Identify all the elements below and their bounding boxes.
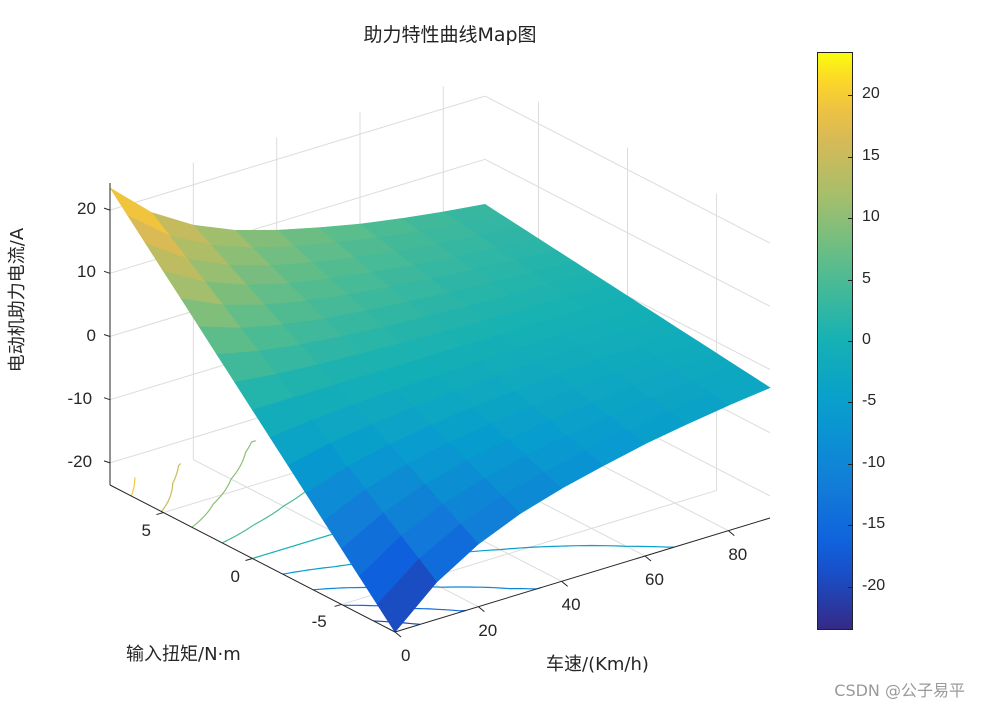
y-tick-label: 5 <box>141 520 151 540</box>
colorbar-tick-mark <box>848 95 853 97</box>
colorbar-tick-label: 20 <box>862 85 880 103</box>
colorbar-tick-mark <box>848 586 853 588</box>
colorbar-tick-label: -20 <box>862 576 886 594</box>
x-tick-label: 40 <box>561 595 581 615</box>
x-tick-label: 60 <box>645 570 664 589</box>
y-tick-label: -5 <box>311 612 327 632</box>
colorbar-tick-label: -15 <box>862 515 886 533</box>
y-axis-label: 输入扭矩/N·m <box>126 644 241 665</box>
colorbar-tick-label: 10 <box>862 208 880 226</box>
colorbar-tick-label: -5 <box>862 392 877 410</box>
z-axis-label: 电动机助力电流/A <box>7 227 28 373</box>
colorbar-tick-mark <box>848 156 853 158</box>
z-tick-label: -20 <box>67 451 93 471</box>
chart-title: 助力特性曲线Map图 <box>363 24 537 46</box>
x-tick-label: 0 <box>401 646 411 665</box>
z-tick-label: -10 <box>67 388 93 408</box>
x-tick-label: 20 <box>478 620 498 640</box>
colorbar <box>817 52 853 630</box>
x-tick-label: 80 <box>728 544 748 564</box>
colorbar-tick-mark <box>848 463 853 465</box>
z-tick-label: 20 <box>77 199 96 219</box>
colorbar-tick-mark <box>848 279 853 281</box>
colorbar-tick-label: -10 <box>862 453 886 471</box>
colorbar-tick-mark <box>848 341 853 342</box>
x-axis-label: 车速/(Km/h) <box>546 654 649 675</box>
colorbar-tick-label: 0 <box>862 331 871 348</box>
colorbar-tick-mark <box>848 218 853 220</box>
z-tick-label: 0 <box>86 325 96 345</box>
colorbar-tick-mark <box>848 402 853 404</box>
colorbar-tick-mark <box>848 525 853 527</box>
z-tick-label: 10 <box>77 262 96 282</box>
watermark: CSDN @公子易平 <box>834 681 965 700</box>
colorbar-tick-label: 5 <box>862 269 871 287</box>
colorbar-tick-label: 15 <box>862 146 880 164</box>
y-tick-label: 0 <box>230 566 240 586</box>
